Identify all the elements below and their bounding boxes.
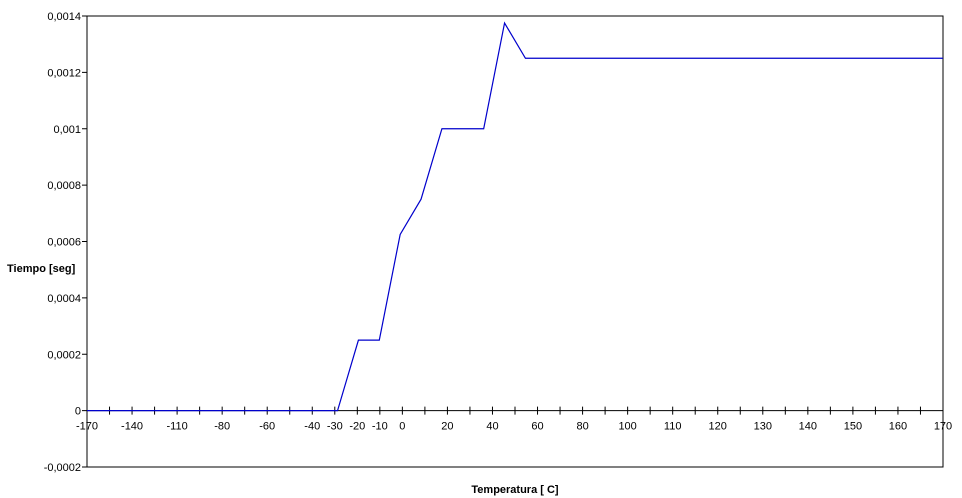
x-tick-label: -40 (304, 421, 320, 433)
x-tick-label: 110 (664, 421, 682, 433)
x-tick-label: 100 (618, 421, 636, 433)
y-axis: 0,0014 0,0012 0,001 0,0008 0,0006 0,0004 0,000… (44, 11, 87, 474)
x-tick-label: -20 (349, 421, 365, 433)
x-tick-label: 130 (754, 421, 772, 433)
series-line (87, 21, 943, 412)
x-tick-label: -10 (372, 421, 388, 433)
x-tick-label: -110 (167, 421, 188, 433)
x-tick-label: 150 (844, 421, 862, 433)
x-tick-label: 20 (441, 421, 453, 433)
y-tick-label: 0,0004 (47, 293, 81, 305)
y-axis-title: Tiempo [seg] (7, 263, 76, 275)
y-tick-label: -0,0002 (44, 462, 81, 474)
x-tick-label: -80 (214, 421, 230, 433)
plot-area (86, 15, 944, 468)
x-tick-label: 40 (486, 421, 498, 433)
x-tick-label: -170 (76, 421, 98, 433)
y-tick-label: 0,0014 (47, 11, 81, 23)
y-tick-label: 0,001 (53, 124, 81, 136)
x-tick-label: 160 (889, 421, 907, 433)
x-tick-label: 170 (934, 421, 952, 433)
x-axis: -170 -140 -110 -80 -60 -40 -30 -20 -10 0 20 40 60 80 1… (76, 406, 952, 433)
x-tick-label: 140 (799, 421, 817, 433)
y-tick-label: 0 (75, 406, 81, 418)
x-tick-label: -30 (327, 421, 343, 433)
y-tick-label: 0,0006 (47, 237, 81, 249)
x-tick-label: 80 (576, 421, 588, 433)
x-tick-label: -60 (259, 421, 275, 433)
series-layer (87, 21, 943, 412)
x-axis-title: Temperatura [ C] (471, 484, 559, 496)
x-tick-label: 120 (709, 421, 727, 433)
y-tick-label: 0,0002 (47, 349, 81, 361)
y-tick-label: 0,0012 (47, 67, 81, 79)
x-tick-label: 60 (531, 421, 543, 433)
x-tick-label: -140 (121, 421, 143, 433)
x-tick-label: 0 (399, 421, 405, 433)
y-tick-label: 0,0008 (47, 180, 81, 192)
